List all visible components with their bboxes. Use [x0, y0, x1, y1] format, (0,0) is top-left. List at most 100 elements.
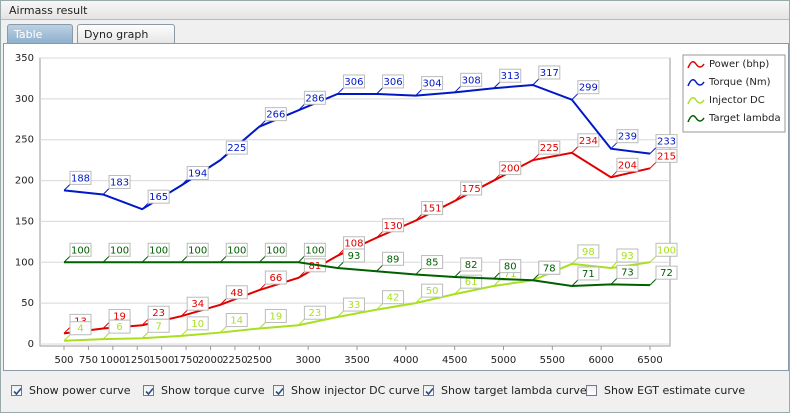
- data-label: 100: [188, 245, 207, 256]
- data-label-box: [147, 318, 170, 333]
- x-tick-label: 4000: [393, 355, 418, 366]
- data-label: 233: [657, 137, 676, 148]
- option-label: Show EGT estimate curve: [604, 384, 746, 397]
- data-label: 306: [383, 77, 402, 88]
- data-label: 61: [465, 277, 478, 288]
- y-tick-label: 350: [15, 53, 34, 64]
- data-label: 10: [191, 319, 204, 330]
- data-label: 66: [269, 273, 282, 284]
- data-label-box: [264, 270, 287, 285]
- checkbox[interactable]: [423, 385, 434, 396]
- data-label: 100: [110, 245, 129, 256]
- x-tick-label: 2500: [247, 355, 272, 366]
- data-label: 165: [149, 192, 168, 203]
- data-label: 225: [227, 143, 246, 154]
- legend-swatch: [687, 61, 705, 69]
- data-label-box: [616, 248, 639, 263]
- data-label: 81: [309, 261, 322, 272]
- option-label: Show power curve: [29, 384, 131, 397]
- data-label: 188: [71, 173, 90, 184]
- data-label-box: [460, 72, 483, 87]
- checkbox[interactable]: [143, 385, 154, 396]
- data-label: 239: [618, 132, 637, 143]
- data-label-box: [303, 242, 326, 257]
- data-label: 98: [582, 247, 595, 258]
- option-checkbox[interactable]: Show power curve: [11, 384, 131, 398]
- data-label-box: [186, 316, 209, 331]
- data-label-box: [499, 259, 522, 274]
- data-label: 204: [618, 160, 637, 171]
- x-tick-label: 2250: [222, 355, 247, 366]
- data-label-box: [69, 321, 92, 336]
- data-label: 82: [465, 260, 478, 271]
- x-tick-label: 1250: [125, 355, 150, 366]
- series-line: [64, 261, 651, 287]
- data-label-box: [421, 283, 444, 298]
- data-label: 225: [540, 143, 559, 154]
- data-label-box: [460, 181, 483, 196]
- x-tick-label: 6500: [637, 355, 662, 366]
- legend-swatch: [687, 115, 705, 123]
- data-label: 34: [191, 299, 204, 310]
- data-label: 286: [305, 93, 324, 104]
- option-checkbox[interactable]: Show torque curve: [143, 384, 265, 398]
- data-label: 4: [77, 324, 83, 335]
- data-label-box: [342, 248, 365, 263]
- data-label: 19: [113, 311, 126, 322]
- data-label-box: [225, 313, 248, 328]
- data-label-box: [264, 308, 287, 323]
- y-tick-label: 250: [15, 135, 34, 146]
- x-tick-label: 1750: [173, 355, 198, 366]
- data-label-box: [421, 201, 444, 216]
- data-label: 100: [227, 245, 246, 256]
- checkbox[interactable]: [11, 385, 22, 396]
- x-tick-label: 3500: [344, 355, 369, 366]
- option-label: Show target lambda curve: [441, 384, 587, 397]
- x-tick-label: 5500: [540, 355, 565, 366]
- legend-label: Target lambda: [708, 113, 781, 124]
- data-label-box: [421, 76, 444, 91]
- tab[interactable]: Dyno graph view: [77, 24, 175, 60]
- data-label-box: [577, 244, 600, 259]
- data-label-box: [577, 133, 600, 148]
- check-mark: [425, 387, 434, 396]
- checkbox[interactable]: [586, 385, 597, 396]
- option-checkbox[interactable]: Show injector DC curve: [273, 384, 420, 398]
- x-tick-label: 750: [79, 355, 98, 366]
- y-tick-label: 200: [15, 176, 34, 187]
- data-label: 48: [230, 288, 243, 299]
- x-tick-label: 3000: [295, 355, 320, 366]
- option-label: Show torque curve: [161, 384, 265, 397]
- data-label: 78: [543, 263, 556, 274]
- data-label: 100: [71, 245, 90, 256]
- x-tick-label: 1500: [149, 355, 174, 366]
- data-label: 23: [152, 308, 165, 319]
- data-label: 71: [582, 269, 595, 280]
- data-label: 234: [579, 136, 598, 147]
- data-label-box: [655, 265, 678, 280]
- check-mark: [13, 387, 22, 396]
- data-label-box: [69, 242, 92, 257]
- data-label: 313: [501, 71, 520, 82]
- data-label: 23: [309, 308, 322, 319]
- x-tick-label: 500: [54, 355, 73, 366]
- data-label-box: [225, 285, 248, 300]
- data-label-box: [538, 140, 561, 155]
- legend-label: Torque (Nm): [708, 77, 771, 88]
- data-label: 266: [266, 110, 285, 121]
- data-label: 85: [426, 258, 439, 269]
- data-label-box: [382, 290, 405, 305]
- data-label: 73: [621, 267, 634, 278]
- data-label: 6: [116, 322, 122, 333]
- data-label-box: [186, 165, 209, 180]
- data-label-box: [538, 260, 561, 275]
- check-mark: [145, 387, 154, 396]
- data-label: 50: [426, 286, 439, 297]
- data-label: 100: [149, 245, 168, 256]
- data-label-box: [499, 68, 522, 83]
- data-label: 93: [621, 251, 634, 262]
- checkbox[interactable]: [273, 385, 284, 396]
- option-checkbox[interactable]: Show target lambda curve: [423, 384, 587, 398]
- option-checkbox[interactable]: Show EGT estimate curve: [586, 384, 745, 398]
- tab[interactable]: Table view: [7, 24, 73, 60]
